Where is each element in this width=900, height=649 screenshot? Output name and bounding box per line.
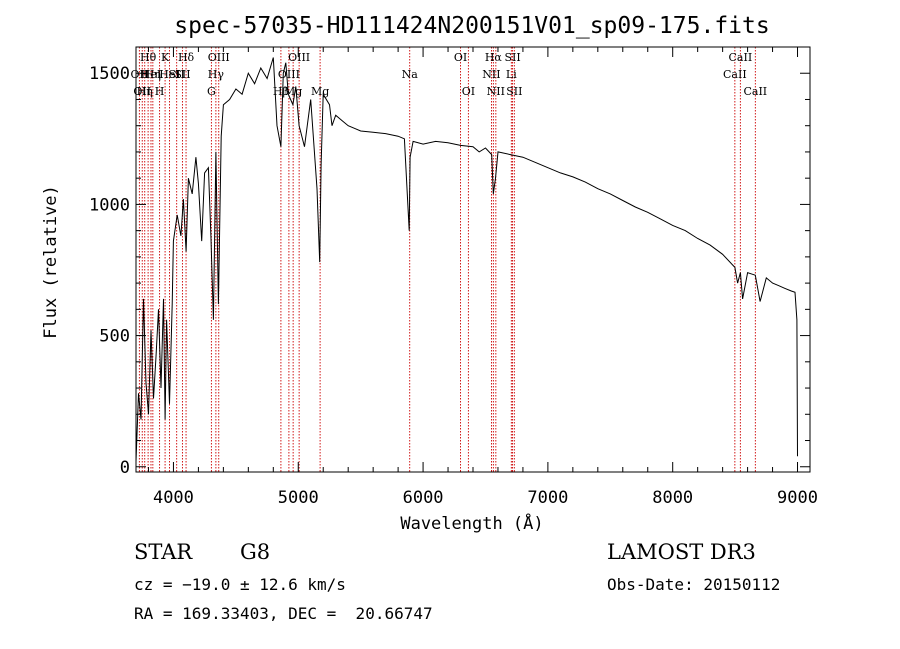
marker-label: SII [174,68,190,81]
marker-label: NII [482,68,500,81]
marker-label: OII [131,68,149,81]
marker-label: Hα [485,51,503,64]
marker-label: OIII [288,51,310,64]
marker-label: H [155,85,165,98]
marker-lines [138,47,756,472]
marker-label: OII [133,85,151,98]
marker-label: SII [506,85,522,98]
x-tick-label: 6000 [403,488,444,508]
marker-label: HeI [159,68,179,81]
marker-label: K [161,51,170,64]
marker-label: Li [506,68,517,81]
y-axis-ticks: 0 500 1000 1500 [89,64,810,478]
marker-label: Hθ [140,51,157,64]
y-tick-label: 500 [99,327,130,347]
x-tick-label: 7000 [527,488,568,508]
y-tick-label: 1500 [89,64,130,84]
spectrum-line [135,57,798,462]
marker-label: OI [454,51,467,64]
y-axis-label: Flux (relative) [41,185,61,339]
marker-label: Na [402,68,419,81]
spectrum-chart: spec-57035-HD111424N200151V01_sp09-175.f… [41,13,818,534]
plot-frame [135,46,811,473]
marker-label: CaII [729,51,753,64]
marker-label: Hδ [178,51,195,64]
marker-label: Mg [284,85,302,98]
ra-dec-coordinates: RA = 169.33403, DEC = 20.66747 [134,604,433,623]
marker-label: CaII [723,68,747,81]
marker-label: G [207,85,216,98]
y-tick-label: 1000 [89,195,130,215]
object-subclass: G8 [240,540,271,564]
marker-label: OI [462,85,475,98]
marker-label: Mg [311,85,329,98]
marker-label: SII [504,51,520,64]
marker-label: SII [169,68,185,81]
object-class: STAR [134,540,193,564]
marker-label: CaII [743,85,767,98]
x-tick-label: 5000 [278,488,319,508]
marker-label: Hγ [208,68,225,81]
redshift-velocity: cz = −19.0 ± 12.6 km/s [134,575,346,594]
marker-label: NII [487,85,505,98]
x-axis-ticks: 4000 5000 6000 7000 8000 9000 [147,47,818,508]
x-axis-label: Wavelength (Å) [400,512,543,534]
marker-label: OIII [208,51,230,64]
y-tick-label: 0 [120,458,130,478]
x-tick-label: 4000 [153,488,194,508]
x-tick-label: 9000 [777,488,818,508]
chart-title: spec-57035-HD111424N200151V01_sp09-175.f… [174,13,769,39]
marker-label: Hη [137,85,153,98]
marker-label: OIII [278,68,300,81]
marker-label: Hη [145,68,161,81]
observation-date: Obs-Date: 20150112 [607,575,781,594]
marker-label: HeI [141,68,161,81]
marker-label: Hβ [273,85,289,98]
marker-labels: OIIOIIHηHθHeIHηHKHeISIIHδSIIGHγOIIIHβOII… [131,51,768,98]
x-tick-label: 8000 [652,488,693,508]
survey-name: LAMOST DR3 [607,540,756,564]
